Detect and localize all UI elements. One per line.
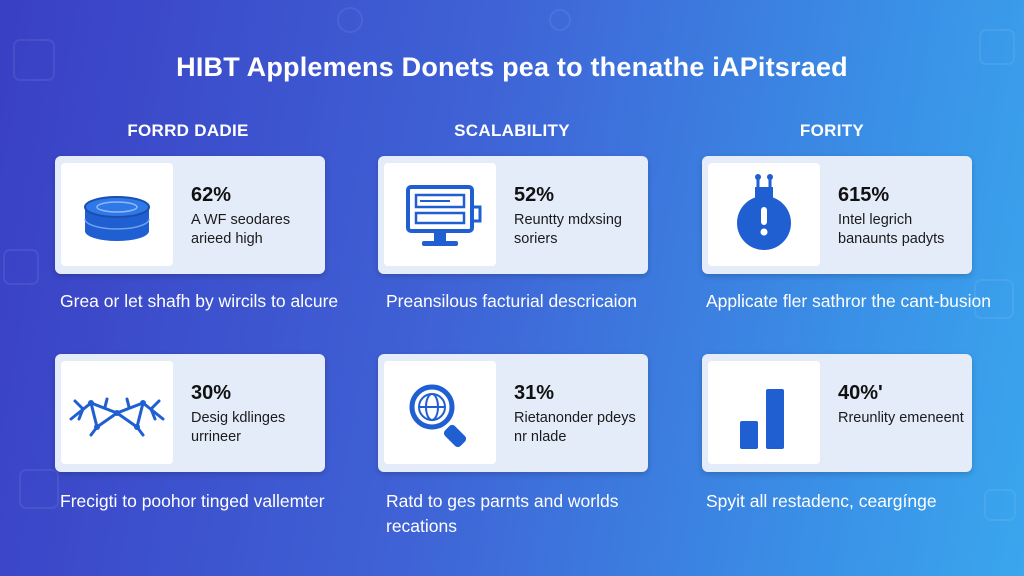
stat-caption-5: Ratd to ges parnts and worlds recations — [386, 491, 619, 536]
stat-caption-1: Grea or let shafh by wircils to alcure — [60, 291, 339, 311]
icon-tile — [384, 163, 496, 266]
icon-tile — [708, 163, 820, 266]
stack-disc-icon — [84, 196, 150, 241]
stat-description: A WF seodares arieed high — [191, 212, 291, 247]
stat-card-3[interactable]: 615% Intel legrich banaunts padyts — [702, 156, 972, 274]
column-heading-3: FORITY — [799, 121, 865, 140]
stat-card-1[interactable]: 62% A WF seodares arieed high — [55, 156, 325, 274]
stat-description: Desig kdlinges urrineer — [191, 410, 286, 445]
stat-percent: 52% — [514, 184, 555, 206]
column-heading-2: SCALABILITY — [454, 121, 570, 140]
monitor-icon — [406, 185, 482, 246]
stat-description: Rietanonder pdeys nr nlade — [514, 410, 636, 445]
stat-caption-3: Applicate fler sathror the cant-busion — [706, 291, 992, 311]
stat-percent: 40%' — [838, 382, 883, 404]
stat-description: Intel legrich banaunts padyts — [838, 212, 945, 247]
column-heading-1: FORRD DADIE — [127, 121, 249, 140]
stat-percent: 615% — [838, 184, 890, 206]
stat-description: Reuntty mdxsing soriers — [514, 212, 622, 247]
bar-chart-icon — [740, 389, 784, 449]
alert-flask-icon — [737, 174, 791, 250]
stat-caption-2: Preansilous facturial descricaion — [386, 291, 637, 311]
icon-tile — [61, 163, 173, 266]
page-title: HIBT Applemens Donets pea to thenathe iA… — [176, 52, 848, 82]
stat-percent: 31% — [514, 382, 555, 404]
icon-tile — [384, 361, 496, 464]
stat-caption-4: Frecigti to poohor tinged vallemter — [60, 491, 325, 511]
stat-card-5[interactable]: 31% Rietanonder pdeys nr nlade — [378, 354, 648, 472]
stat-percent: 62% — [191, 184, 232, 206]
network-wings-icon — [69, 397, 165, 437]
icon-tile — [708, 361, 820, 464]
stat-card-6[interactable]: 40%' Rreunlity emeneent — [702, 354, 972, 472]
stat-description: Rreunlity emeneent — [838, 410, 964, 426]
icon-tile — [61, 361, 173, 464]
magnify-globe-icon — [409, 384, 467, 448]
stat-card-2[interactable]: 52% Reuntty mdxsing soriers — [378, 156, 648, 274]
stat-card-4[interactable]: 30% Desig kdlinges urrineer — [55, 354, 325, 472]
stat-caption-6: Spyit all restadenc, ceargínge — [706, 491, 937, 511]
stat-percent: 30% — [191, 382, 232, 404]
